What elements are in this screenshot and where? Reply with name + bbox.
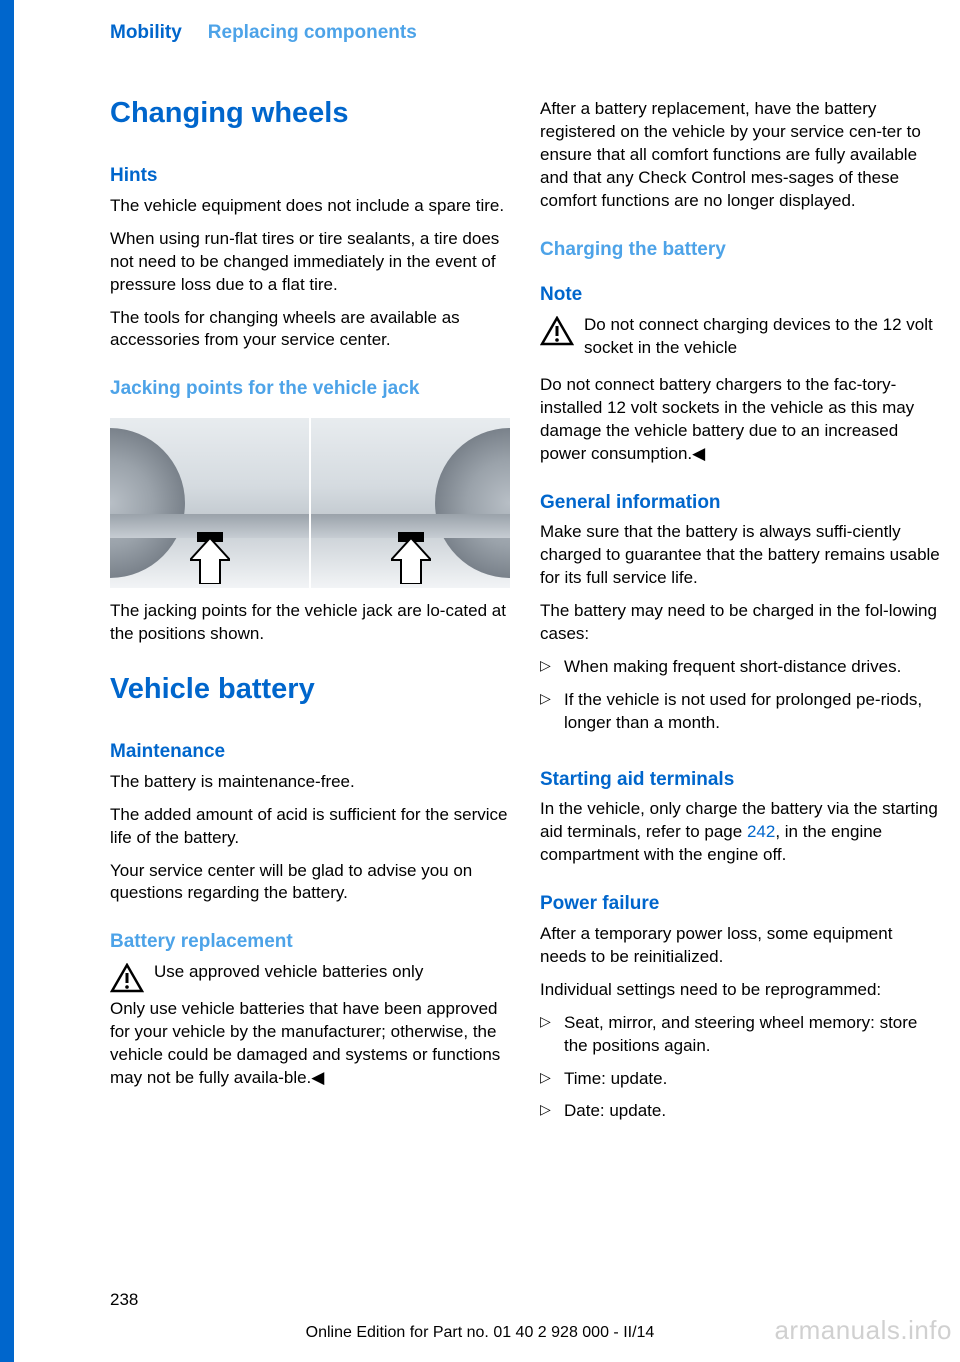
heading-vehicle-battery: Vehicle battery <box>110 670 510 709</box>
power-failure-list: Seat, mirror, and steering wheel memory:… <box>540 1012 940 1134</box>
subheading-hints: Hints <box>110 163 510 189</box>
header-tabs: Mobility Replacing components <box>110 20 417 46</box>
side-accent-bar <box>0 0 14 1362</box>
general-info-item-2: If the vehicle is not used for prolonged… <box>540 689 940 735</box>
starting-aid-paragraph: In the vehicle, only charge the battery … <box>540 798 940 867</box>
subheading-jacking-points: Jacking points for the vehicle jack <box>110 376 510 402</box>
header-tab-replacing: Replacing components <box>208 20 417 46</box>
charging-warning-line1: Do not connect charging devices to the 1… <box>584 314 940 360</box>
subheading-note: Note <box>540 282 940 308</box>
header-tab-mobility: Mobility <box>110 20 182 46</box>
left-column: Changing wheels Hints The vehicle equipm… <box>110 80 510 1141</box>
battery-replacement-warning-line1: Use approved vehicle batteries only <box>154 961 510 984</box>
power-failure-item-1: Seat, mirror, and steering wheel memory:… <box>540 1012 940 1058</box>
general-info-paragraph-1: Make sure that the battery is always suf… <box>540 521 940 590</box>
power-failure-item-2: Time: update. <box>540 1068 940 1091</box>
maintenance-paragraph-2: The added amount of acid is sufficient f… <box>110 804 510 850</box>
battery-replacement-warning-text: Use approved vehicle batteries only <box>154 961 510 994</box>
maintenance-paragraph-1: The battery is maintenance-free. <box>110 771 510 794</box>
general-info-paragraph-2: The battery may need to be charged in th… <box>540 600 940 646</box>
battery-replacement-warning: Use approved vehicle batteries only <box>110 961 510 994</box>
hints-paragraph-1: The vehicle equipment does not include a… <box>110 195 510 218</box>
figure-rear-arrow-icon <box>391 538 431 584</box>
figure-front-wheel <box>110 428 185 578</box>
charging-warning: Do not connect charging devices to the 1… <box>540 314 940 370</box>
subheading-starting-aid-terminals: Starting aid terminals <box>540 767 940 793</box>
power-failure-paragraph-2: Individual settings need to be reprogram… <box>540 979 940 1002</box>
heading-changing-wheels: Changing wheels <box>110 94 510 133</box>
battery-replacement-warning-body: Only use vehicle batteries that have bee… <box>110 998 510 1090</box>
figure-rear-wheel <box>435 428 510 578</box>
battery-registration-paragraph: After a battery replacement, have the ba… <box>540 98 940 213</box>
jacking-points-figure <box>110 418 510 588</box>
jacking-points-caption: The jacking points for the vehicle jack … <box>110 600 510 646</box>
figure-front-arrow-icon <box>190 538 230 584</box>
charging-warning-body: Do not connect battery chargers to the f… <box>540 374 940 466</box>
charging-warning-text: Do not connect charging devices to the 1… <box>584 314 940 370</box>
warning-triangle-icon <box>540 316 574 346</box>
subheading-charging-battery: Charging the battery <box>540 237 940 263</box>
warning-triangle-icon <box>110 963 144 993</box>
power-failure-paragraph-1: After a temporary power loss, some equip… <box>540 923 940 969</box>
watermark-text: armanuals.info <box>774 1313 952 1348</box>
subheading-battery-replacement: Battery replacement <box>110 929 510 955</box>
hints-paragraph-2: When using run-flat tires or tire sealan… <box>110 228 510 297</box>
subheading-general-information: General information <box>540 490 940 516</box>
power-failure-item-3: Date: update. <box>540 1100 940 1123</box>
general-info-list: When making frequent short-distance driv… <box>540 656 940 745</box>
figure-rear-jack <box>309 418 510 588</box>
figure-front-jack <box>110 418 309 588</box>
page-link-242[interactable]: 242 <box>747 822 775 841</box>
page-content: Changing wheels Hints The vehicle equipm… <box>110 80 940 1141</box>
subheading-power-failure: Power failure <box>540 891 940 917</box>
page-number: 238 <box>110 1289 138 1312</box>
subheading-maintenance: Maintenance <box>110 739 510 765</box>
general-info-item-1: When making frequent short-distance driv… <box>540 656 940 679</box>
right-column: After a battery replacement, have the ba… <box>540 80 940 1141</box>
maintenance-paragraph-3: Your service center will be glad to advi… <box>110 860 510 906</box>
hints-paragraph-3: The tools for changing wheels are availa… <box>110 307 510 353</box>
